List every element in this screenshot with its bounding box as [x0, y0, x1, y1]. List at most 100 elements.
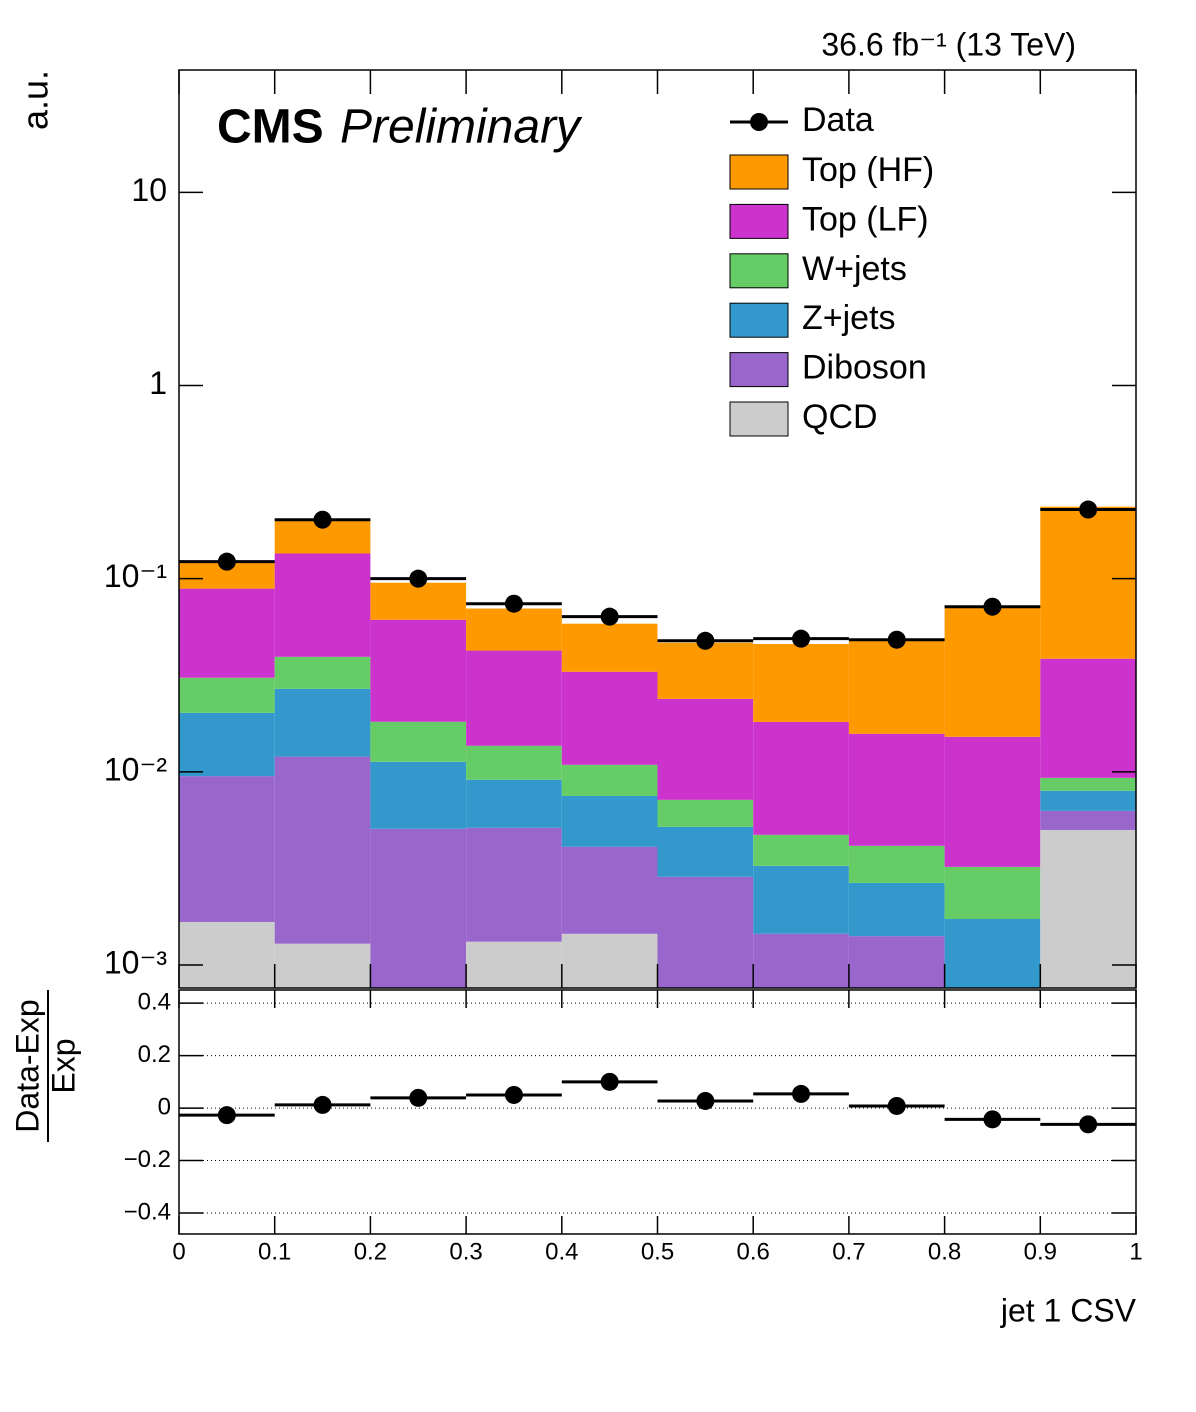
- bar-segment: [179, 921, 275, 988]
- bar-segment: [561, 846, 658, 934]
- legend-swatch: [729, 352, 789, 388]
- bar-segment: [848, 845, 945, 883]
- bar-segment: [657, 876, 754, 988]
- bar-segment: [466, 745, 562, 780]
- ratio-frame: [178, 989, 1137, 1235]
- bar-segment: [274, 656, 371, 689]
- legend-swatch: [729, 253, 789, 289]
- bar-segment: [753, 721, 849, 835]
- legend-label: Top (LF): [802, 200, 929, 238]
- data-point: [313, 510, 332, 529]
- bar-segment: [848, 882, 945, 937]
- y-tick-label: −0.4: [124, 1198, 171, 1225]
- bar-segment: [848, 936, 945, 988]
- legend-label: Diboson: [802, 349, 927, 387]
- bar-segment: [657, 698, 754, 800]
- bar-segment: [753, 834, 849, 866]
- bar-segment: [657, 799, 754, 827]
- x-tick-label: 0: [172, 1238, 185, 1265]
- legend-swatch: [729, 401, 789, 437]
- y-tick-label: 10⁻¹: [104, 558, 167, 594]
- ratio-point: [409, 1088, 428, 1107]
- ratio-point: [696, 1091, 715, 1110]
- bar-segment: [274, 943, 371, 988]
- experiment-label: CMS: [217, 101, 324, 154]
- ratio-point: [600, 1072, 619, 1091]
- legend-label: W+jets: [802, 250, 907, 288]
- bar-segment: [944, 605, 1041, 737]
- bar-segment: [1040, 810, 1136, 830]
- data-point: [1079, 500, 1098, 519]
- x-tick-label: 0.6: [737, 1238, 770, 1265]
- bar-segment: [274, 688, 371, 757]
- bar-segment: [274, 756, 371, 944]
- x-axis-label: jet 1 CSV: [1000, 1292, 1137, 1328]
- legend-swatch: [729, 302, 789, 338]
- y-tick-label: 10⁻³: [104, 944, 167, 980]
- y-tick-label: 1: [149, 365, 167, 401]
- bar-segment: [1040, 790, 1136, 811]
- bar-segment: [370, 721, 467, 762]
- bar-segment: [1040, 777, 1136, 791]
- bar-segment: [1040, 658, 1136, 778]
- ratio-point: [1079, 1115, 1098, 1134]
- x-tick-label: 0.4: [545, 1238, 578, 1265]
- y-tick-label: 0: [158, 1093, 171, 1120]
- ratio-label-top: Data-Exp: [9, 999, 45, 1132]
- data-point: [217, 552, 236, 571]
- data-point: [696, 631, 715, 650]
- legend-label: Z+jets: [802, 299, 896, 337]
- bar-segment: [370, 761, 467, 829]
- bar-segment: [561, 764, 658, 796]
- bar-segment: [944, 736, 1041, 867]
- x-tick-label: 0.5: [641, 1238, 674, 1265]
- y-axis-label: a.u.: [15, 70, 56, 130]
- bar-segment: [370, 582, 467, 620]
- bar-segment: [657, 642, 754, 699]
- bar-segment: [561, 795, 658, 847]
- x-tick-label: 0.7: [832, 1238, 865, 1265]
- bar-segment: [848, 640, 945, 734]
- y-tick-label: 10⁻²: [104, 751, 167, 787]
- x-tick-label: 0.8: [928, 1238, 961, 1265]
- bar-segment: [657, 826, 754, 877]
- bar-segment: [848, 733, 945, 846]
- ratio-point: [504, 1085, 523, 1104]
- bar-segment: [274, 553, 371, 657]
- legend-label: QCD: [802, 398, 878, 436]
- bar-segment: [753, 865, 849, 934]
- y-tick-label: −0.2: [124, 1146, 171, 1173]
- bar-segment: [466, 779, 562, 828]
- data-point: [887, 630, 906, 649]
- bar-segment: [753, 933, 849, 988]
- bar-segment: [561, 671, 658, 765]
- legend-label: Top (HF): [802, 151, 934, 189]
- data-point: [983, 597, 1002, 616]
- ratio-point: [313, 1095, 332, 1114]
- x-tick-label: 0.2: [354, 1238, 387, 1265]
- bar-segment: [370, 828, 467, 988]
- bar-segment: [179, 588, 275, 678]
- bar-segment: [466, 650, 562, 746]
- data-point: [600, 607, 619, 626]
- bar-segment: [466, 941, 562, 988]
- x-tick-label: 0.9: [1024, 1238, 1057, 1265]
- data-point: [792, 629, 811, 648]
- x-tick-label: 0.3: [449, 1238, 482, 1265]
- bar-segment: [944, 918, 1041, 988]
- data-point: [409, 569, 428, 588]
- ratio-point: [983, 1110, 1002, 1129]
- status-label: Preliminary: [340, 101, 583, 154]
- legend-swatch: [729, 203, 789, 239]
- y-tick-label: 10: [131, 172, 167, 208]
- bar-segment: [466, 827, 562, 942]
- bar-segment: [561, 933, 658, 988]
- ratio-point: [887, 1096, 906, 1115]
- bar-segment: [179, 677, 275, 713]
- data-point: [504, 594, 523, 613]
- lumi-label: 36.6 fb⁻¹ (13 TeV): [821, 26, 1076, 62]
- bar-segment: [944, 866, 1041, 919]
- ratio-point: [792, 1084, 811, 1103]
- x-tick-label: 0.1: [258, 1238, 291, 1265]
